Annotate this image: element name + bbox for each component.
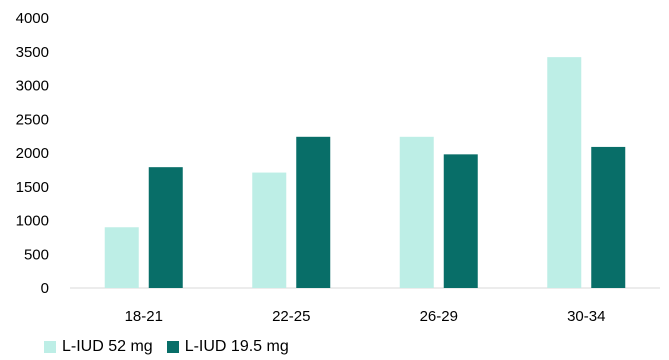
- bar-series-1-26-29: [399, 136, 434, 288]
- x-tick-label: 18-21: [125, 308, 163, 325]
- y-axis-labels: 4000 3500 3000 2500 2000 1500 1000 500 0: [16, 10, 49, 297]
- y-tick-label: 2500: [16, 111, 49, 128]
- y-tick-label: 2000: [16, 145, 49, 162]
- x-tick-label: 22-25: [272, 308, 310, 325]
- bar-series-2-18-21: [148, 167, 183, 288]
- y-tick-label: 3000: [16, 78, 49, 95]
- y-tick-label: 3500: [16, 44, 49, 61]
- x-tick-label: 30-34: [567, 308, 605, 325]
- legend-label-series-2: L-IUD 19.5 mg: [184, 338, 289, 355]
- legend-swatch-series-2: [166, 341, 179, 353]
- y-tick-label: 0: [41, 280, 49, 297]
- y-tick-label: 4000: [16, 10, 49, 27]
- bar-series-2-30-34: [591, 146, 626, 288]
- bar-series-1-22-25: [252, 172, 287, 288]
- x-tick-label: 26-29: [420, 308, 458, 325]
- bar-series-2-26-29: [443, 154, 478, 288]
- legend-item-series-2: L-IUD 19.5 mg: [166, 338, 289, 356]
- legend: L-IUD 52 mg L-IUD 19.5 mg: [44, 338, 289, 356]
- bar-series-1-30-34: [547, 57, 582, 289]
- bar-series-2-22-25: [296, 136, 331, 288]
- bar-series-1-18-21: [104, 227, 139, 288]
- y-tick-label: 1500: [16, 179, 49, 196]
- legend-item-series-1: L-IUD 52 mg: [44, 338, 153, 356]
- legend-swatch-series-1: [44, 341, 56, 353]
- bars: [104, 57, 626, 289]
- y-tick-label: 500: [24, 246, 49, 263]
- x-axis-labels: 18-21 22-25 26-29 30-34: [125, 308, 606, 325]
- legend-label-series-1: L-IUD 52 mg: [62, 338, 153, 355]
- y-tick-label: 1000: [16, 213, 49, 230]
